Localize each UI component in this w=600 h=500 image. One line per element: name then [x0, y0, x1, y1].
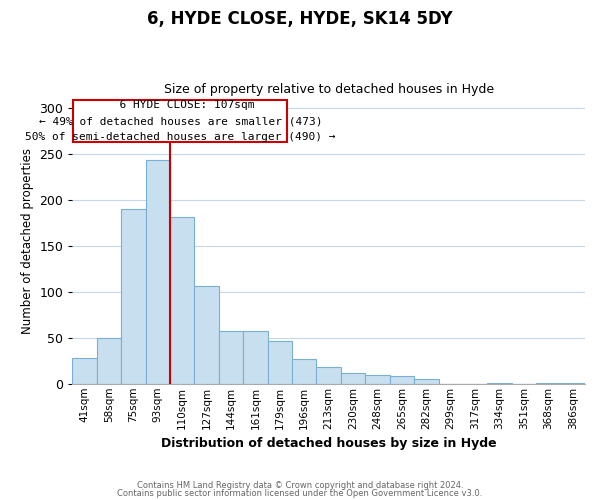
Bar: [97, 338, 121, 384]
Bar: [72, 358, 97, 384]
Bar: [243, 332, 268, 384]
Bar: [536, 383, 560, 384]
Bar: [121, 209, 146, 384]
Bar: [487, 383, 512, 384]
Bar: [268, 342, 292, 384]
Bar: [219, 332, 243, 384]
Bar: [316, 367, 341, 384]
Bar: [170, 217, 194, 384]
Bar: [414, 379, 439, 384]
Bar: [560, 383, 585, 384]
Text: 6 HYDE CLOSE: 107sqm
← 49% of detached houses are smaller (473)
50% of semi-deta: 6 HYDE CLOSE: 107sqm ← 49% of detached h…: [25, 100, 335, 141]
FancyBboxPatch shape: [73, 100, 287, 142]
Title: Size of property relative to detached houses in Hyde: Size of property relative to detached ho…: [164, 83, 494, 96]
Text: Contains HM Land Registry data © Crown copyright and database right 2024.: Contains HM Land Registry data © Crown c…: [137, 481, 463, 490]
X-axis label: Distribution of detached houses by size in Hyde: Distribution of detached houses by size …: [161, 437, 496, 450]
Text: Contains public sector information licensed under the Open Government Licence v3: Contains public sector information licen…: [118, 488, 482, 498]
Bar: [341, 372, 365, 384]
Bar: [194, 286, 219, 384]
Y-axis label: Number of detached properties: Number of detached properties: [21, 148, 34, 334]
Bar: [365, 374, 389, 384]
Text: 6, HYDE CLOSE, HYDE, SK14 5DY: 6, HYDE CLOSE, HYDE, SK14 5DY: [147, 10, 453, 28]
Bar: [146, 160, 170, 384]
Bar: [389, 376, 414, 384]
Bar: [292, 359, 316, 384]
